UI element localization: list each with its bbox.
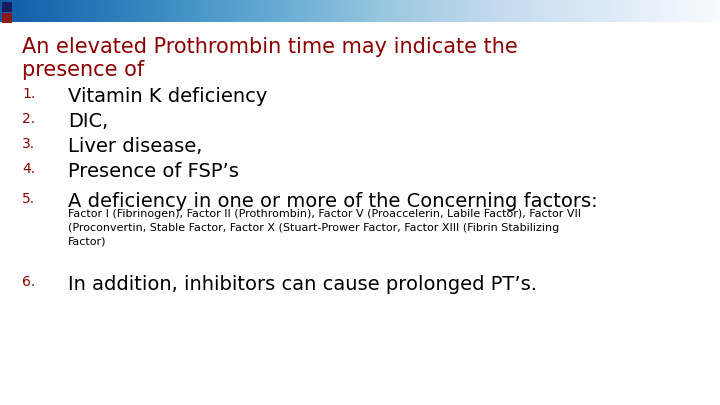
Text: presence of: presence of xyxy=(22,60,144,80)
Text: 5.: 5. xyxy=(22,192,35,206)
Text: In addition, inhibitors can cause prolonged PT’s.: In addition, inhibitors can cause prolon… xyxy=(68,275,537,294)
Text: Liver disease,: Liver disease, xyxy=(68,137,202,156)
Text: Vitamin K deficiency: Vitamin K deficiency xyxy=(68,87,267,106)
Text: Factor I (Fibrinogen), Factor II (Prothrombin), Factor V (Proaccelerin, Labile F: Factor I (Fibrinogen), Factor II (Prothr… xyxy=(68,209,581,247)
Bar xyxy=(2,2,12,12)
Text: Presence of FSP’s: Presence of FSP’s xyxy=(68,162,239,181)
Text: 3.: 3. xyxy=(22,137,35,151)
Text: 6.: 6. xyxy=(22,275,35,289)
Text: DIC,: DIC, xyxy=(68,112,108,131)
Text: An elevated Prothrombin time may indicate the: An elevated Prothrombin time may indicat… xyxy=(22,37,518,57)
Text: A deficiency in one or more of the Concerning factors:: A deficiency in one or more of the Conce… xyxy=(68,192,598,211)
Text: 1.: 1. xyxy=(22,87,35,101)
Text: 4.: 4. xyxy=(22,162,35,176)
Bar xyxy=(2,13,12,23)
Text: 2.: 2. xyxy=(22,112,35,126)
